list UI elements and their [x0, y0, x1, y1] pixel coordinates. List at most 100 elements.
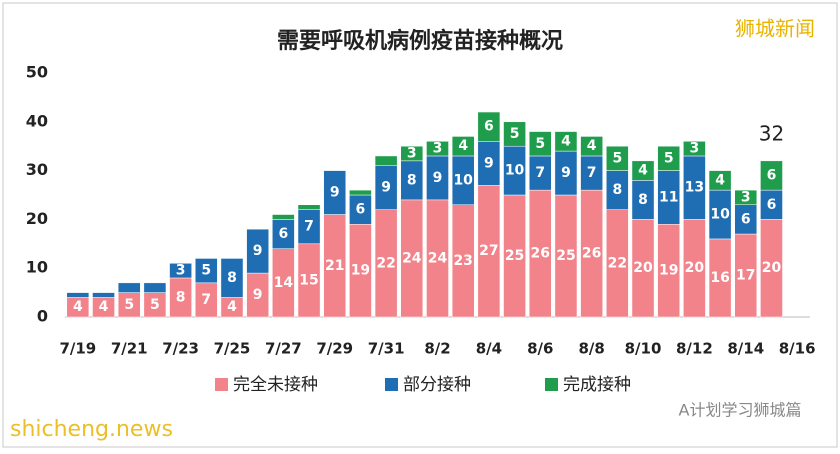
bar-segment [734, 189, 758, 206]
bar-segment [580, 136, 603, 157]
bar-segment [400, 145, 424, 162]
data-label: 5 [124, 297, 134, 313]
watermark: shicheng.news [10, 417, 173, 442]
bar-segment [683, 141, 706, 157]
data-label: 4 [587, 138, 597, 154]
data-label: 9 [484, 155, 494, 171]
data-label: 22 [608, 255, 627, 271]
data-label: 4 [73, 299, 83, 315]
data-label: 3 [176, 263, 186, 279]
bar-segment [554, 131, 578, 152]
data-label: 7 [201, 292, 211, 308]
data-label: 4 [227, 299, 237, 315]
data-label: 15 [299, 272, 318, 288]
data-label: 24 [428, 250, 448, 266]
x-tick-label: 7/27 [265, 340, 302, 358]
data-label: 5 [612, 150, 622, 166]
data-label: 25 [556, 248, 575, 264]
legend-swatch [545, 378, 558, 391]
bar-segment [297, 204, 321, 210]
bar-segment [143, 282, 167, 293]
data-label: 4 [638, 163, 648, 179]
data-label: 5 [510, 126, 520, 142]
data-label: 20 [685, 260, 705, 276]
data-label: 4 [715, 172, 725, 188]
annotation: 32 [759, 121, 784, 145]
data-label: 24 [402, 250, 422, 266]
data-label: 10 [505, 163, 525, 179]
data-label: 8 [638, 192, 648, 208]
data-label: 5 [150, 297, 160, 313]
legend-swatch [215, 378, 228, 391]
data-label: 7 [535, 165, 545, 181]
data-label: 20 [762, 260, 782, 276]
data-label: 6 [356, 202, 366, 218]
data-label: 6 [484, 119, 494, 135]
x-tick-label: 7/29 [316, 340, 353, 358]
data-label: 25 [505, 248, 524, 264]
data-label: 6 [767, 197, 777, 213]
data-label: 9 [253, 287, 263, 303]
legend-swatch [385, 378, 398, 391]
data-label: 10 [453, 172, 473, 188]
bar-segment [451, 136, 475, 157]
data-label: 3 [741, 189, 751, 205]
bar-segment [528, 131, 552, 157]
bar-segment [117, 282, 141, 293]
data-label: 4 [458, 138, 468, 154]
bar-segment [760, 160, 783, 191]
x-tick-label: 7/25 [214, 340, 251, 358]
watermark: 狮城新闻 [735, 17, 815, 41]
x-tick-label: 7/21 [111, 340, 148, 358]
data-label: 8 [176, 289, 186, 305]
data-label: 9 [330, 185, 340, 201]
bar-segment [272, 214, 295, 220]
y-tick-label: 40 [26, 111, 48, 130]
bar-segment [426, 141, 449, 157]
x-tick-label: 8/8 [578, 340, 604, 358]
bar-segment [657, 145, 681, 171]
data-label: 9 [561, 165, 571, 181]
data-label: 23 [453, 253, 472, 269]
data-label: 8 [612, 182, 622, 198]
data-label: 11 [659, 189, 678, 205]
data-label: 9 [381, 180, 391, 196]
data-label: 5 [664, 150, 674, 166]
bar-segment [169, 263, 192, 279]
bar-segment [92, 292, 115, 298]
data-label: 26 [582, 246, 601, 262]
bar-segment [708, 170, 732, 191]
data-label: 7 [587, 165, 597, 181]
data-label: 19 [659, 263, 678, 279]
x-tick-label: 8/16 [779, 340, 816, 358]
bar-segment [66, 292, 90, 298]
data-label: 17 [736, 268, 755, 284]
bar-segment [323, 170, 347, 215]
data-label: 19 [351, 263, 370, 279]
x-tick-label: 8/4 [476, 340, 502, 358]
data-label: 27 [479, 243, 498, 259]
x-tick-label: 8/2 [424, 340, 450, 358]
legend-label: 完全未接种 [233, 375, 318, 395]
x-tick-label: 8/12 [676, 340, 713, 358]
data-label: 20 [633, 260, 653, 276]
legend-label: 部分接种 [403, 375, 471, 395]
x-tick-label: 7/23 [162, 340, 199, 358]
data-label: 13 [685, 180, 704, 196]
data-label: 6 [741, 211, 751, 227]
x-tick-label: 8/6 [527, 340, 553, 358]
bar-segment [606, 145, 629, 171]
chart-title: 需要呼吸机病例疫苗接种概况 [277, 28, 563, 54]
data-label: 8 [227, 270, 237, 286]
data-label: 10 [710, 207, 730, 223]
y-tick-label: 30 [26, 160, 48, 179]
bar-segment [194, 258, 218, 284]
data-label: 9 [433, 170, 443, 186]
data-label: 4 [561, 133, 571, 149]
bar-segment [477, 111, 501, 142]
data-label: 22 [376, 255, 395, 271]
data-label: 6 [278, 226, 288, 242]
y-tick-label: 0 [37, 307, 48, 326]
bar-segment [246, 228, 269, 274]
